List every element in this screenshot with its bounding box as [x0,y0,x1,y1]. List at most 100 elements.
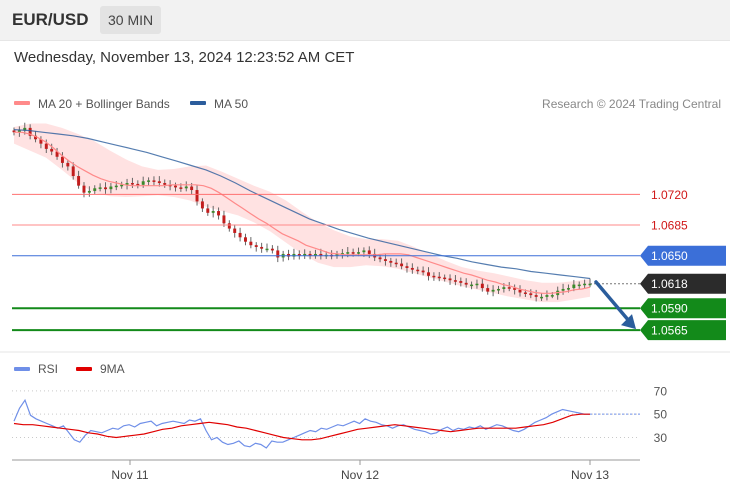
candle-body [179,187,183,189]
rsi-line [13,398,590,449]
candle-body [443,277,447,280]
candle-body [141,181,145,185]
candle-body [87,190,91,193]
candle-body [367,250,371,254]
candle-body [157,181,161,184]
candle-body [464,282,468,285]
price-plot-area [12,122,592,303]
candle-body [518,289,522,293]
candle-body [566,288,570,290]
level-tag-1.0590 [640,298,726,319]
level-label-1.0650: 1.0650 [651,249,688,263]
candle-body [534,295,538,297]
candle-body [44,143,48,149]
ma50-line [13,129,591,280]
candle-body [550,295,554,297]
candle-body [351,252,355,254]
candle-body [529,293,533,296]
ma9-legend-swatch [76,367,92,371]
candle-body [109,186,113,190]
candle-body [249,241,253,246]
timestamp: Wednesday, November 13, 2024 12:23:52 AM… [14,49,355,66]
candle-body [513,288,517,290]
candle-body [448,278,452,281]
candle-body [453,280,457,282]
candle-body [389,260,393,263]
bollinger-band [14,123,590,303]
rsi-legend-swatch [14,367,30,371]
candle-body [303,253,307,256]
rsi-legend-label: RSI [38,362,58,376]
candle-body [71,166,75,177]
candle-body [427,272,430,276]
ma20-line [14,131,591,294]
candle-body [459,281,463,283]
current-price-label: 1.0618 [651,277,688,291]
level-label-1.0565: 1.0565 [651,324,688,338]
candle-body [217,211,221,216]
candle-body [561,288,565,291]
candle-body [405,266,409,268]
candle-body [383,259,387,261]
candle-body [152,180,156,182]
rsi-panel: 70 50 30 [12,384,668,449]
research-credit: Research © 2024 Trading Central [542,97,721,111]
candle-body [238,232,242,238]
candle-body [432,275,436,278]
x-axis: Nov 11 Nov 12 Nov 13 [12,459,640,482]
candle-body [502,287,506,289]
candle-body [497,288,500,291]
candle-body [572,284,576,289]
candle-body [470,284,474,287]
candle-body [66,162,70,167]
candle-body [227,223,231,229]
forecast-arrow-head [621,314,636,330]
candle-body [174,185,177,188]
candle-body [136,183,140,186]
candle-body [39,139,43,144]
candle-body [163,183,167,185]
candle-body [98,187,102,189]
candle-body [270,248,274,251]
candle-body [17,130,21,133]
currency-pair-title: EUR/USD [12,10,89,29]
level-tag-1.0650 [640,245,726,266]
candle-body [313,253,317,256]
candle-body [28,127,32,136]
candle-body [357,252,361,254]
candle-body [254,245,258,247]
rsi-level-label-70: 70 [654,384,668,398]
candle-body [276,250,280,258]
ma20-legend-label: MA 20 + Bollinger Bands [38,97,170,111]
candle-body [190,186,194,191]
rsi-level-label-50: 50 [654,408,668,422]
candle-body [265,248,269,251]
ma9-legend-label: 9MA [100,362,125,376]
candle-body [60,156,64,163]
candle-body [507,287,511,289]
candle-body [206,208,210,213]
candle-body [362,250,366,253]
x-tick-label: Nov 12 [341,468,379,482]
candle-body [577,284,581,287]
timeframe-button[interactable]: 30 MIN [100,6,162,34]
ma50-legend-label: MA 50 [214,97,248,111]
candle-body [23,127,27,131]
candle-body [421,270,425,273]
candle-body [211,211,215,213]
candle-body [77,176,81,186]
candle-body [93,188,97,191]
candle-body [50,148,54,152]
candle-body [120,184,124,187]
candle-body [416,269,420,272]
level-label-1.0590: 1.0590 [651,302,688,316]
candle-body [583,283,587,286]
candle-body [125,183,129,185]
candle-body [55,151,59,157]
level-label-1.0720: 1.0720 [651,188,688,202]
candle-body [200,201,204,209]
candle-body [437,276,441,279]
level-tag-1.0565 [640,320,726,341]
candle-body [195,190,199,202]
candle-body [410,267,414,270]
